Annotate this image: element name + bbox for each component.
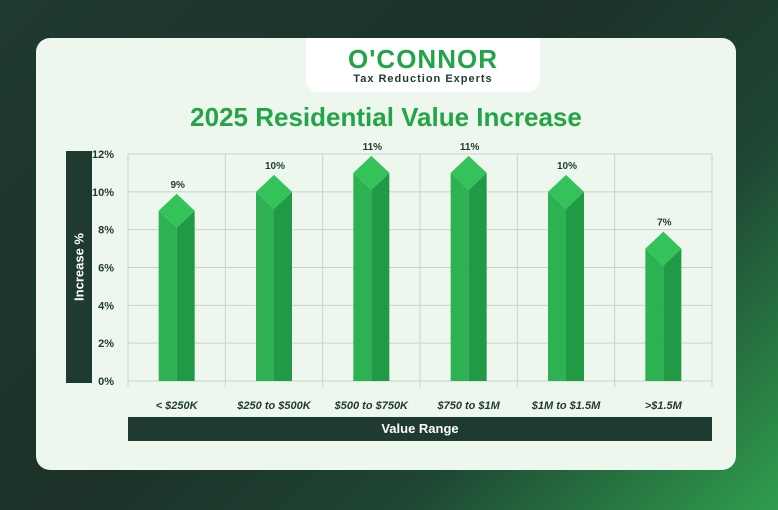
logo-tab: O'CONNOR Tax Reduction Experts bbox=[306, 38, 540, 92]
y-tick-label: 8% bbox=[98, 225, 114, 237]
x-tick-label: $750 to $1M bbox=[436, 400, 500, 412]
bar-front bbox=[450, 172, 469, 381]
bar-side bbox=[176, 210, 195, 381]
bar-side bbox=[274, 191, 292, 381]
bar-top bbox=[256, 174, 292, 209]
bar-front bbox=[158, 210, 177, 381]
chart-title: 2025 Residential Value Increase bbox=[190, 102, 582, 132]
bar-top bbox=[158, 193, 195, 228]
bar-front bbox=[548, 191, 566, 381]
bar-front bbox=[256, 191, 274, 381]
bar-data-label: 10% bbox=[265, 161, 285, 172]
x-tick-label: $500 to $750K bbox=[334, 400, 409, 412]
bar-top bbox=[450, 155, 487, 190]
bar-front bbox=[353, 172, 372, 381]
bar-top bbox=[645, 231, 682, 266]
brand-tagline: Tax Reduction Experts bbox=[353, 73, 493, 85]
brand-logo: O'CONNOR bbox=[348, 44, 498, 74]
bar-data-label: 10% bbox=[557, 161, 577, 172]
bar-top bbox=[353, 155, 390, 190]
bar-side bbox=[371, 172, 390, 381]
x-tick-label: $1M to $1.5M bbox=[531, 400, 601, 412]
y-tick-label: 4% bbox=[98, 300, 114, 312]
bar-side bbox=[468, 172, 487, 381]
bar-front bbox=[645, 248, 664, 381]
bar-side bbox=[663, 248, 682, 381]
x-axis-label: Value Range bbox=[128, 417, 712, 441]
y-tick-label: 10% bbox=[92, 187, 114, 199]
y-tick-label: 12% bbox=[92, 149, 114, 161]
y-axis-label-box: Increase % bbox=[66, 151, 92, 383]
bar-data-label: 9% bbox=[170, 180, 185, 191]
bar-data-label: 11% bbox=[363, 142, 383, 153]
bar-top bbox=[548, 174, 584, 209]
y-tick-label: 2% bbox=[98, 338, 114, 350]
bar-data-label: 11% bbox=[460, 142, 480, 153]
x-tick-label: < $250K bbox=[156, 400, 199, 412]
chart-card: O'CONNOR Tax Reduction Experts 2025 Resi… bbox=[36, 38, 736, 470]
x-tick-label: $250 to $500K bbox=[236, 400, 311, 412]
bar-data-label: 7% bbox=[657, 218, 672, 229]
x-tick-label: >$1.5M bbox=[645, 400, 683, 412]
bar-side bbox=[566, 191, 584, 381]
y-tick-label: 0% bbox=[98, 376, 114, 388]
y-tick-label: 6% bbox=[98, 263, 114, 275]
bar-chart: 0% 2% 4% 6% 8% 10% 12% 9% < $250K 10% $250 to $500… bbox=[92, 142, 713, 412]
